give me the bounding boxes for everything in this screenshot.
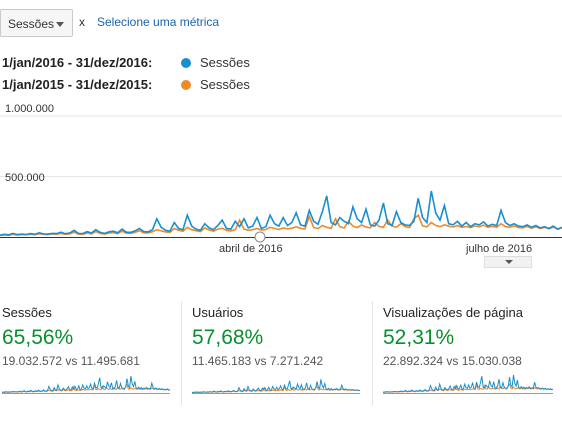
card-divider	[181, 301, 182, 405]
scorecard-pageviews[interactable]: Visualizações de página 52,31% 22.892.32…	[383, 305, 558, 405]
remove-metric-button[interactable]: x	[79, 15, 85, 29]
annotation-marker-icon[interactable]	[254, 231, 266, 243]
series-dot-icon	[181, 58, 191, 68]
scorecard-comparison: 19.032.572 vs 11.495.681	[2, 354, 140, 368]
scorecard-comparison: 11.465.183 vs 7.271.242	[192, 354, 324, 368]
scorecard-percent: 65,56%	[2, 326, 74, 349]
scorecard-title: Usuários	[192, 305, 244, 320]
scorecard-percent: 57,68%	[192, 326, 264, 349]
scorecard-sessions[interactable]: Sessões 65,56% 19.032.572 vs 11.495.681	[2, 305, 177, 405]
card-divider	[372, 301, 373, 405]
legend-row-2016: 1/jan/2016 - 31/dez/2016: Sessões	[2, 55, 250, 73]
series-label: Sessões	[200, 55, 250, 70]
series-label: Sessões	[200, 77, 250, 92]
caret-down-icon	[56, 22, 64, 27]
sessions-line-chart	[0, 98, 562, 270]
x-tick-label: julho de 2016	[466, 243, 533, 255]
scorecard-percent: 52,31%	[383, 326, 455, 349]
series-dot-icon	[181, 80, 191, 90]
series-line	[0, 190, 562, 236]
y-tick-label: 1.000.000	[5, 103, 54, 115]
scorecard-sparkline	[2, 375, 170, 394]
metric-select-label: Sessões	[8, 17, 55, 31]
sparkline-series	[192, 379, 360, 393]
chart-canvas	[0, 115, 562, 243]
sparkline-series	[2, 375, 170, 393]
legend-row-2015: 1/jan/2015 - 31/dez/2015: Sessões	[2, 77, 250, 95]
date-range-label: 1/jan/2015 - 31/dez/2015:	[2, 77, 153, 92]
date-range-label: 1/jan/2016 - 31/dez/2016:	[2, 55, 153, 70]
metric-select[interactable]: Sessões	[0, 9, 73, 37]
series-line	[0, 213, 562, 237]
scorecard-title: Visualizações de página	[383, 305, 523, 320]
x-tick-label: abril de 2016	[219, 243, 283, 255]
y-tick-label: 500.000	[5, 172, 45, 184]
chart-expand-handle[interactable]	[484, 256, 532, 268]
scorecard-sparkline	[383, 374, 553, 394]
select-metric-link[interactable]: Selecione uma métrica	[97, 15, 220, 29]
scorecard-users[interactable]: Usuários 57,68% 11.465.183 vs 7.271.242	[192, 305, 367, 405]
scorecard-comparison: 22.892.324 vs 15.030.038	[383, 354, 522, 368]
sparkline-series	[383, 374, 553, 393]
scorecard-sparkline	[192, 379, 360, 394]
scorecard-title: Sessões	[2, 305, 52, 320]
